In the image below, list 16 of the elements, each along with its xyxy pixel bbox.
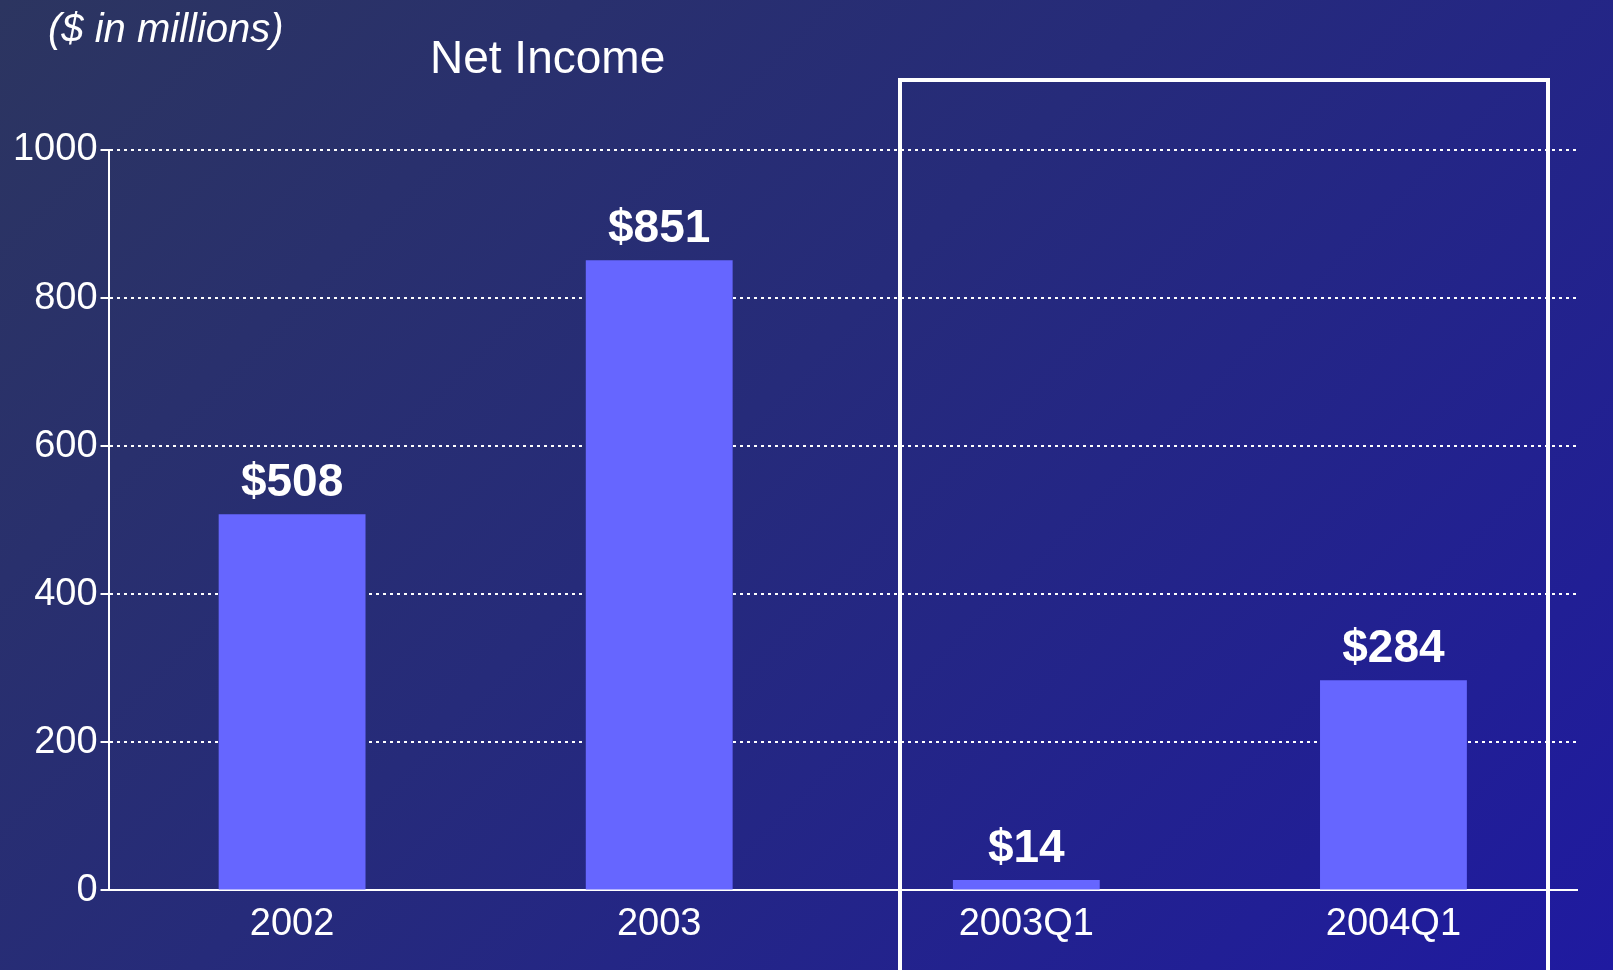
y-tick-label: 200 xyxy=(34,718,98,761)
data-label: $284 xyxy=(1342,619,1446,672)
y-tick-label: 800 xyxy=(34,274,98,317)
y-tick-label: 600 xyxy=(34,422,98,465)
chart-title: Net Income xyxy=(430,30,666,84)
x-tick-label: 2002 xyxy=(249,900,335,943)
x-tick-label: 2003Q1 xyxy=(958,900,1094,943)
data-label: $508 xyxy=(240,453,344,506)
y-tick-label: 400 xyxy=(34,570,98,613)
data-label: $14 xyxy=(987,819,1066,872)
y-tick-label: 0 xyxy=(76,866,98,909)
x-tick-label: 2003 xyxy=(616,900,702,943)
y-tick-label: 1000 xyxy=(12,126,98,169)
x-tick-label: 2004Q1 xyxy=(1325,900,1462,943)
text: ($ in millions) xyxy=(48,6,284,51)
data-label: $851 xyxy=(608,200,711,253)
